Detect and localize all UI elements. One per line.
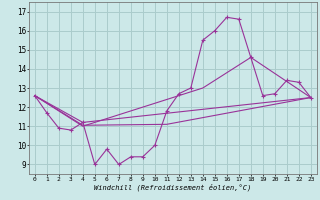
- X-axis label: Windchill (Refroidissement éolien,°C): Windchill (Refroidissement éolien,°C): [94, 183, 252, 191]
